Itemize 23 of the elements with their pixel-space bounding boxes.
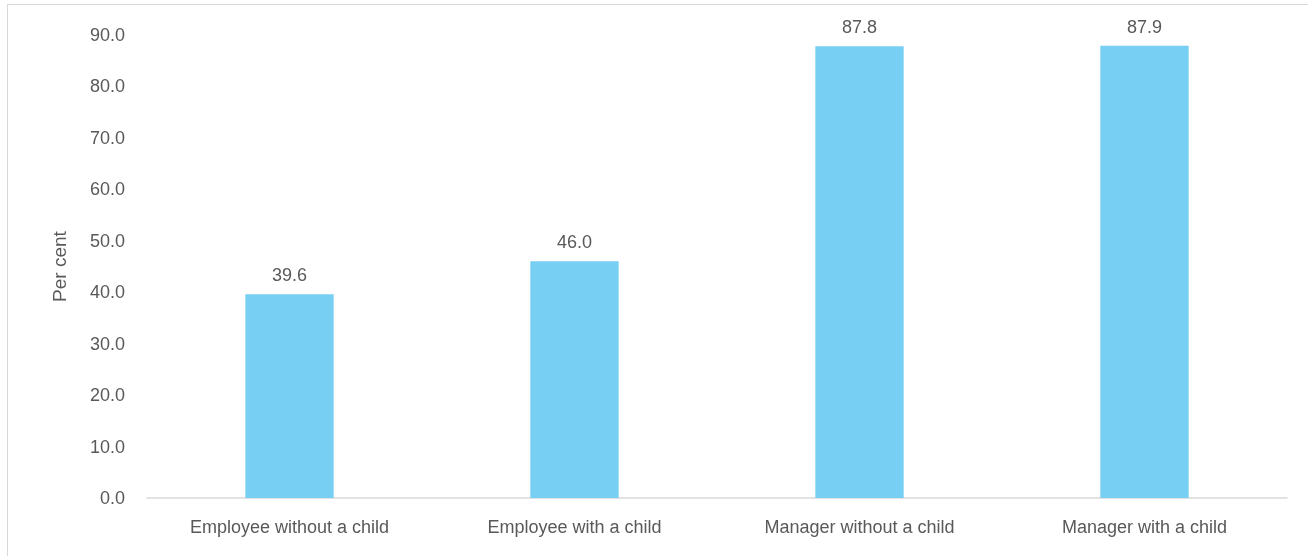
bar — [530, 261, 619, 498]
x-tick-label: Manager with a child — [1061, 517, 1228, 537]
y-tick-label: 30.0 — [89, 333, 125, 354]
y-tick-label: 0.0 — [99, 488, 125, 508]
bar — [1100, 45, 1189, 498]
data-label: 39.6 — [271, 265, 308, 286]
y-tick-label: 60.0 — [89, 179, 125, 200]
y-tick-label: 40.0 — [89, 282, 125, 303]
y-tick-label: 10.0 — [89, 436, 125, 457]
y-tick-label: 70.0 — [89, 127, 125, 148]
data-label: 87.9 — [1126, 16, 1163, 37]
y-tick-label: 80.0 — [89, 76, 125, 97]
y-tick-label: 90.0 — [89, 25, 125, 45]
y-axis-title: Per cent — [49, 230, 70, 302]
x-tick-label: Employee with a child — [487, 517, 662, 537]
bar — [245, 294, 334, 498]
data-label: 87.8 — [841, 17, 878, 38]
y-tick-label: 20.0 — [89, 385, 125, 406]
bar — [815, 46, 904, 498]
y-tick-label: 50.0 — [89, 230, 125, 251]
data-label: 46.0 — [556, 232, 593, 253]
x-tick-label: Employee without a child — [189, 517, 390, 537]
x-tick-label: Manager without a child — [764, 517, 955, 537]
